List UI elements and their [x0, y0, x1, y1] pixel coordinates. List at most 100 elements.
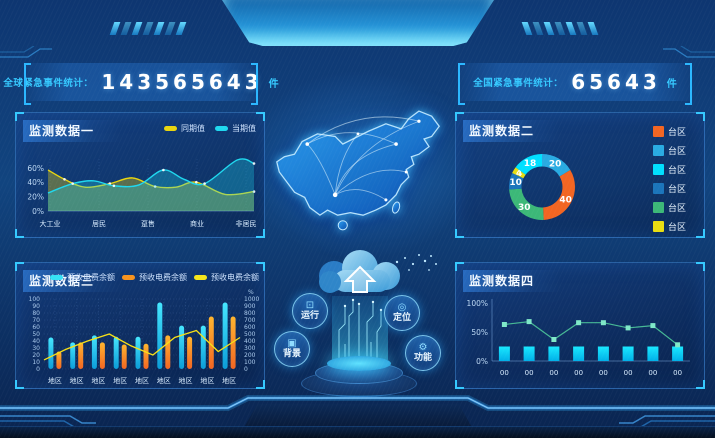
svg-text:地区: 地区	[157, 376, 171, 385]
monitor-icon: ⊡	[305, 299, 315, 311]
counter-label: 全国紧急事件统计：	[473, 78, 564, 89]
legend-swatch	[652, 164, 664, 175]
svg-text:地区: 地区	[222, 376, 236, 385]
legend-label: 台区	[667, 204, 686, 214]
svg-text:居民: 居民	[92, 220, 106, 228]
gear-icon: ⚙	[418, 341, 428, 353]
corner-lines-top-left	[0, 46, 52, 58]
svg-text:00: 00	[624, 369, 633, 377]
legend-item[interactable]: 预收电费余额	[50, 272, 115, 283]
svg-text:18: 18	[524, 159, 537, 169]
svg-text:200: 200	[244, 352, 256, 359]
svg-text:0: 0	[244, 366, 248, 373]
chart-legend: 预收电费余额 预收电费余额 预收电费余额	[50, 272, 259, 283]
legend-item[interactable]: 台区	[652, 201, 686, 214]
legend-item[interactable]: 预收电费余额	[122, 272, 187, 283]
legend-item[interactable]: 台区	[652, 182, 686, 195]
svg-text:1000: 1000	[244, 296, 259, 303]
chart-legend: 同期值 当期值	[164, 123, 256, 134]
locate-button[interactable]: ◎ 定位	[384, 295, 420, 331]
svg-text:40%: 40%	[27, 178, 44, 187]
cloud-upload-icon	[300, 248, 420, 304]
legend-swatch	[164, 126, 177, 131]
svg-text:20: 20	[549, 160, 562, 170]
svg-text:10: 10	[509, 178, 522, 188]
svg-text:00: 00	[648, 369, 657, 377]
image-icon: ▣	[287, 337, 297, 349]
legend-swatch	[652, 145, 664, 156]
svg-text:地区: 地区	[179, 376, 193, 385]
legend-label: 台区	[667, 223, 686, 233]
svg-text:大工业: 大工业	[40, 219, 61, 228]
legend-label: 当期值	[232, 124, 256, 133]
svg-text:90: 90	[32, 303, 40, 310]
svg-text:50: 50	[32, 331, 40, 338]
legend-swatch	[194, 275, 207, 280]
legend-item[interactable]: 当期值	[215, 123, 256, 134]
svg-text:100: 100	[244, 359, 256, 366]
svg-text:10: 10	[32, 359, 40, 366]
legend-label: 预收电费余额	[67, 273, 115, 282]
run-button[interactable]: ⊡ 运行	[292, 293, 328, 329]
national-emergency-counter: 全国紧急事件统计： 65643 件	[458, 63, 692, 105]
svg-text:80: 80	[32, 310, 40, 317]
legend-label: 台区	[667, 147, 686, 157]
svg-text:地区: 地区	[91, 376, 105, 385]
svg-text:60%: 60%	[27, 164, 44, 173]
background-button[interactable]: ▣ 背景	[274, 331, 310, 367]
svg-text:4: 4	[516, 169, 522, 179]
svg-text:00: 00	[500, 369, 509, 377]
legend-item[interactable]: 台区	[652, 163, 686, 176]
location-icon: ◎	[397, 301, 407, 313]
legend-label: 预收电费余额	[139, 273, 187, 282]
legend-label: 台区	[667, 128, 686, 138]
legend-swatch	[50, 275, 63, 280]
legend-item[interactable]: 台区	[652, 125, 686, 138]
svg-text:100: 100	[29, 296, 41, 303]
background-button-label: 背景	[282, 348, 301, 359]
svg-text:地区: 地区	[113, 376, 127, 385]
chart-legend: 台区 台区 台区 台区 台区 台区	[652, 125, 686, 233]
counter-value: 143565643	[101, 70, 263, 94]
line-chart: 100% 50% 0% 00 00 00 00 00 00 00 00	[467, 299, 690, 377]
footer-line	[0, 395, 715, 411]
legend-item[interactable]: 台区	[652, 144, 686, 157]
svg-text:40: 40	[559, 196, 572, 206]
svg-text:70: 70	[32, 317, 40, 324]
svg-text:商业: 商业	[190, 219, 204, 228]
panel-monitor-1: 监测数据一 同期值 当期值 60% 40% 20% 0% 大工业 居民 趸售 商业 非居民	[15, 112, 265, 238]
svg-text:0%: 0%	[32, 207, 44, 216]
locate-button-label: 定位	[392, 312, 411, 323]
header-slashes-right	[521, 22, 599, 35]
svg-text:00: 00	[599, 369, 608, 377]
header-ornament-center	[222, 0, 494, 46]
svg-text:20%: 20%	[27, 193, 44, 202]
function-button[interactable]: ⚙ 功能	[405, 335, 441, 371]
svg-text:0: 0	[36, 366, 40, 373]
svg-text:40: 40	[32, 338, 40, 345]
legend-item[interactable]: 台区	[652, 220, 686, 233]
legend-swatch	[652, 221, 664, 232]
panel-monitor-4: 监测数据四 100% 50% 0% 00 00 00 00 00 00 00 00	[455, 262, 705, 389]
china-map[interactable]	[264, 106, 452, 238]
svg-text:500: 500	[244, 331, 256, 338]
legend-swatch	[122, 275, 135, 280]
svg-text:地区: 地区	[200, 376, 214, 385]
svg-text:100%: 100%	[467, 299, 488, 308]
legend-item[interactable]: 同期值	[164, 123, 205, 134]
data-beam	[323, 296, 397, 364]
svg-text:地区: 地区	[48, 376, 62, 385]
legend-swatch	[652, 183, 664, 194]
counter-unit: 件	[666, 78, 677, 90]
svg-text:30: 30	[32, 345, 40, 352]
svg-text:900: 900	[244, 303, 256, 310]
svg-text:400: 400	[244, 338, 256, 345]
counter-unit: 件	[268, 78, 279, 90]
svg-text:30: 30	[518, 203, 531, 213]
svg-text:00: 00	[525, 369, 534, 377]
legend-label: 同期值	[181, 124, 205, 133]
legend-item[interactable]: 预收电费余额	[194, 272, 259, 283]
legend-label: 预收电费余额	[211, 273, 259, 282]
panel-monitor-3: 监测数据三 预收电费余额 预收电费余额 预收电费余额 0 0 10 100 20 200 30 3…	[15, 262, 265, 389]
